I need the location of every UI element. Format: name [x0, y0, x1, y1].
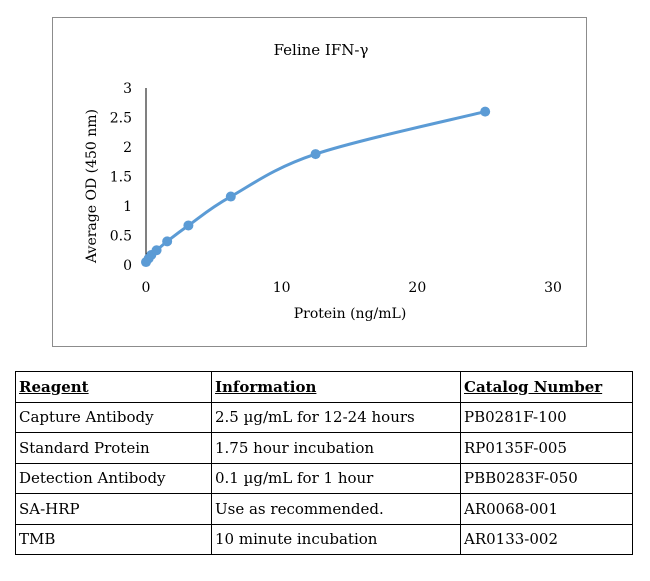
information-cell: 1.75 hour incubation	[211, 432, 461, 464]
reagent-cell: SA-HRP	[15, 493, 212, 525]
data-point	[151, 245, 162, 256]
header-information: Information	[211, 371, 461, 403]
reagent-cell: Capture Antibody	[15, 401, 212, 433]
data-point	[310, 149, 321, 160]
header-reagent: Reagent	[15, 371, 212, 403]
table-row: Detection Antibody 0.1 µg/mL for 1 hour …	[15, 462, 633, 494]
reagent-cell: Standard Protein	[15, 432, 212, 464]
information-cell: 2.5 µg/mL for 12-24 hours	[211, 401, 461, 433]
catalog-cell: PBB0283F-050	[460, 462, 633, 494]
y-tick-label: 0	[123, 258, 132, 274]
catalog-cell: RP0135F-005	[460, 432, 633, 464]
header-catalog-number: Catalog Number	[460, 371, 633, 403]
chart-title: Feline IFN-γ	[274, 41, 369, 59]
reagent-cell: TMB	[15, 523, 212, 555]
x-tick-label: 20	[408, 280, 426, 296]
table-row: Standard Protein 1.75 hour incubation RP…	[15, 432, 633, 464]
reagent-table: Reagent Information Catalog Number Captu…	[15, 371, 633, 555]
y-axis-title: Average OD (450 nm)	[84, 109, 100, 264]
information-cell: 10 minute incubation	[211, 523, 461, 555]
catalog-cell: PB0281F-100	[460, 401, 633, 433]
y-tick-label: 1.5	[110, 170, 132, 186]
information-cell: Use as recommended.	[211, 493, 461, 525]
x-axis-title: Protein (ng/mL)	[294, 306, 407, 322]
y-tick-label: 1	[123, 199, 132, 215]
x-tick-label: 10	[273, 280, 291, 296]
information-cell: 0.1 µg/mL for 1 hour	[211, 462, 461, 494]
chart-svg: Feline IFN-γ 0 0.5 1 1.5 2 2.5 3 0 10 20 30 Prote…	[84, 41, 562, 322]
table-row: SA-HRP Use as recommended. AR0068-001	[15, 493, 633, 525]
y-tick-label: 2.5	[110, 111, 132, 127]
table-row: Capture Antibody 2.5 µg/mL for 12-24 hou…	[15, 401, 633, 433]
catalog-cell: AR0133-002	[460, 523, 633, 555]
catalog-cell: AR0068-001	[460, 493, 633, 525]
chart-area: Feline IFN-γ 0 0.5 1 1.5 2 2.5 3 0 10 20 30 Prote…	[52, 17, 587, 347]
y-tick-label: 2	[123, 140, 132, 156]
y-tick-label: 3	[123, 81, 132, 97]
data-point	[225, 191, 236, 202]
data-point	[183, 220, 194, 231]
table-header-row: Reagent Information Catalog Number	[15, 371, 633, 403]
table-row: TMB 10 minute incubation AR0133-002	[15, 523, 633, 555]
reagent-cell: Detection Antibody	[15, 462, 212, 494]
data-point	[480, 106, 491, 117]
y-tick-label: 0.5	[110, 229, 132, 245]
x-tick-label: 0	[142, 280, 151, 296]
data-point	[162, 236, 173, 247]
x-tick-label: 30	[544, 280, 562, 296]
series-curve	[144, 110, 486, 263]
